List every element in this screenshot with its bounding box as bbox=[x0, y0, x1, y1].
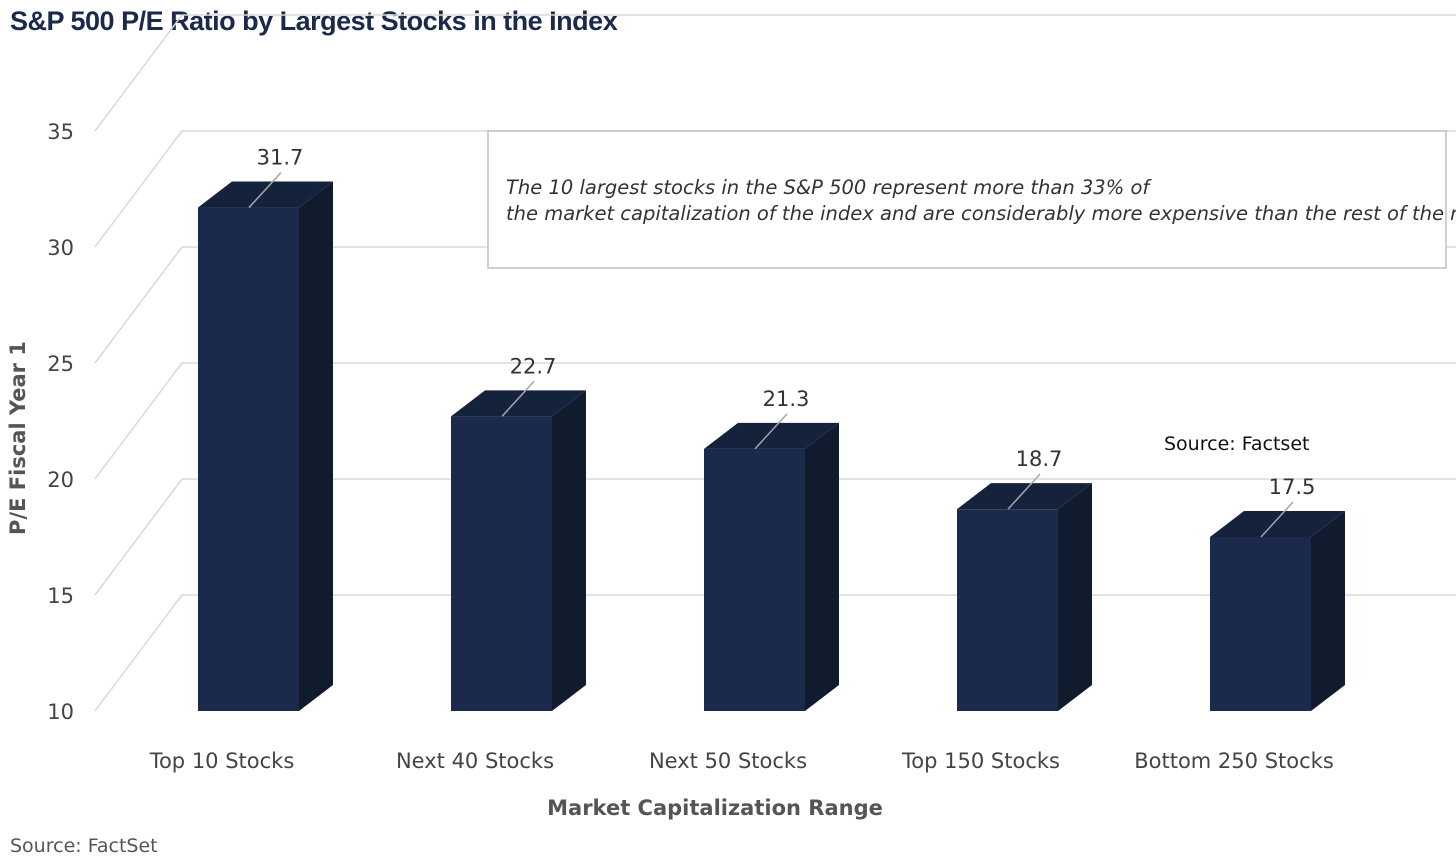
bar-side bbox=[805, 422, 839, 711]
gridline-diagonal bbox=[94, 594, 183, 712]
data-label: 22.7 bbox=[510, 354, 557, 378]
y-tick-label: 25 bbox=[47, 352, 74, 376]
footer-source: Source: FactSet bbox=[10, 835, 158, 857]
y-axis-ticks: 10 15 20 25 30 35 bbox=[47, 120, 74, 724]
bar-front bbox=[451, 416, 552, 711]
inner-source-note: Source: Factset bbox=[1164, 433, 1309, 455]
x-category-label: Next 50 Stocks bbox=[649, 749, 807, 773]
data-label-leader bbox=[1260, 501, 1294, 538]
x-axis-categories: Top 10 Stocks Next 40 Stocks Next 50 Stock… bbox=[149, 749, 1334, 773]
bar-top bbox=[704, 422, 839, 449]
annotation-line: the market capitalization of the index a… bbox=[506, 202, 1456, 225]
bar bbox=[957, 483, 1092, 711]
gridline-diagonal bbox=[94, 246, 183, 364]
data-label: 18.7 bbox=[1016, 447, 1063, 471]
bar-front bbox=[957, 509, 1058, 711]
data-label-leader bbox=[248, 172, 282, 209]
bar bbox=[704, 422, 839, 711]
gridline-diagonal bbox=[94, 130, 183, 248]
bar-side bbox=[1311, 511, 1345, 711]
x-category-label: Next 40 Stocks bbox=[396, 749, 554, 773]
annotation-box: The 10 largest stocks in the S&P 500 rep… bbox=[487, 130, 1456, 269]
data-label-leader bbox=[501, 380, 535, 417]
bar-side bbox=[299, 181, 333, 711]
x-category-label: Top 150 Stocks bbox=[901, 749, 1060, 773]
data-label: 31.7 bbox=[257, 146, 304, 170]
gridline-diagonal bbox=[94, 14, 183, 132]
data-label-leader bbox=[1007, 473, 1041, 510]
y-tick-label: 15 bbox=[47, 584, 74, 608]
bar-top bbox=[957, 483, 1092, 510]
bar-top bbox=[451, 390, 586, 417]
page-title: S&P 500 P/E Ratio by Largest Stocks in t… bbox=[10, 6, 618, 36]
annotation-line: The 10 largest stocks in the S&P 500 rep… bbox=[506, 176, 1152, 199]
data-label: 17.5 bbox=[1269, 475, 1316, 499]
bar-top bbox=[198, 181, 333, 208]
gridline-diagonal bbox=[94, 362, 183, 480]
bar bbox=[451, 390, 586, 711]
bar bbox=[1210, 511, 1345, 711]
bar-side bbox=[552, 390, 586, 711]
data-label: 21.3 bbox=[763, 387, 810, 411]
bars bbox=[198, 181, 1345, 711]
data-label-leader bbox=[754, 413, 788, 450]
bar-side bbox=[1058, 483, 1092, 711]
y-tick-label: 30 bbox=[47, 236, 74, 260]
x-category-label: Bottom 250 Stocks bbox=[1134, 749, 1334, 773]
y-tick-label: 35 bbox=[47, 120, 74, 144]
bar bbox=[198, 181, 333, 711]
y-tick-label: 20 bbox=[47, 468, 74, 492]
bar-front bbox=[198, 207, 299, 711]
y-tick-label: 10 bbox=[47, 700, 74, 724]
bar-top bbox=[1210, 511, 1345, 537]
x-category-label: Top 10 Stocks bbox=[149, 749, 295, 773]
annotation-text: The 10 largest stocks in the S&P 500 rep… bbox=[506, 176, 1456, 225]
bar-front bbox=[1210, 537, 1311, 711]
y-axis-title: P/E Fiscal Year 1 bbox=[6, 341, 30, 535]
x-axis-title: Market Capitalization Range bbox=[547, 796, 883, 820]
bar-front bbox=[704, 448, 805, 711]
data-labels: 31.7 22.7 21.3 18.7 17.5 bbox=[248, 146, 1316, 538]
gridline-diagonal bbox=[94, 478, 183, 596]
